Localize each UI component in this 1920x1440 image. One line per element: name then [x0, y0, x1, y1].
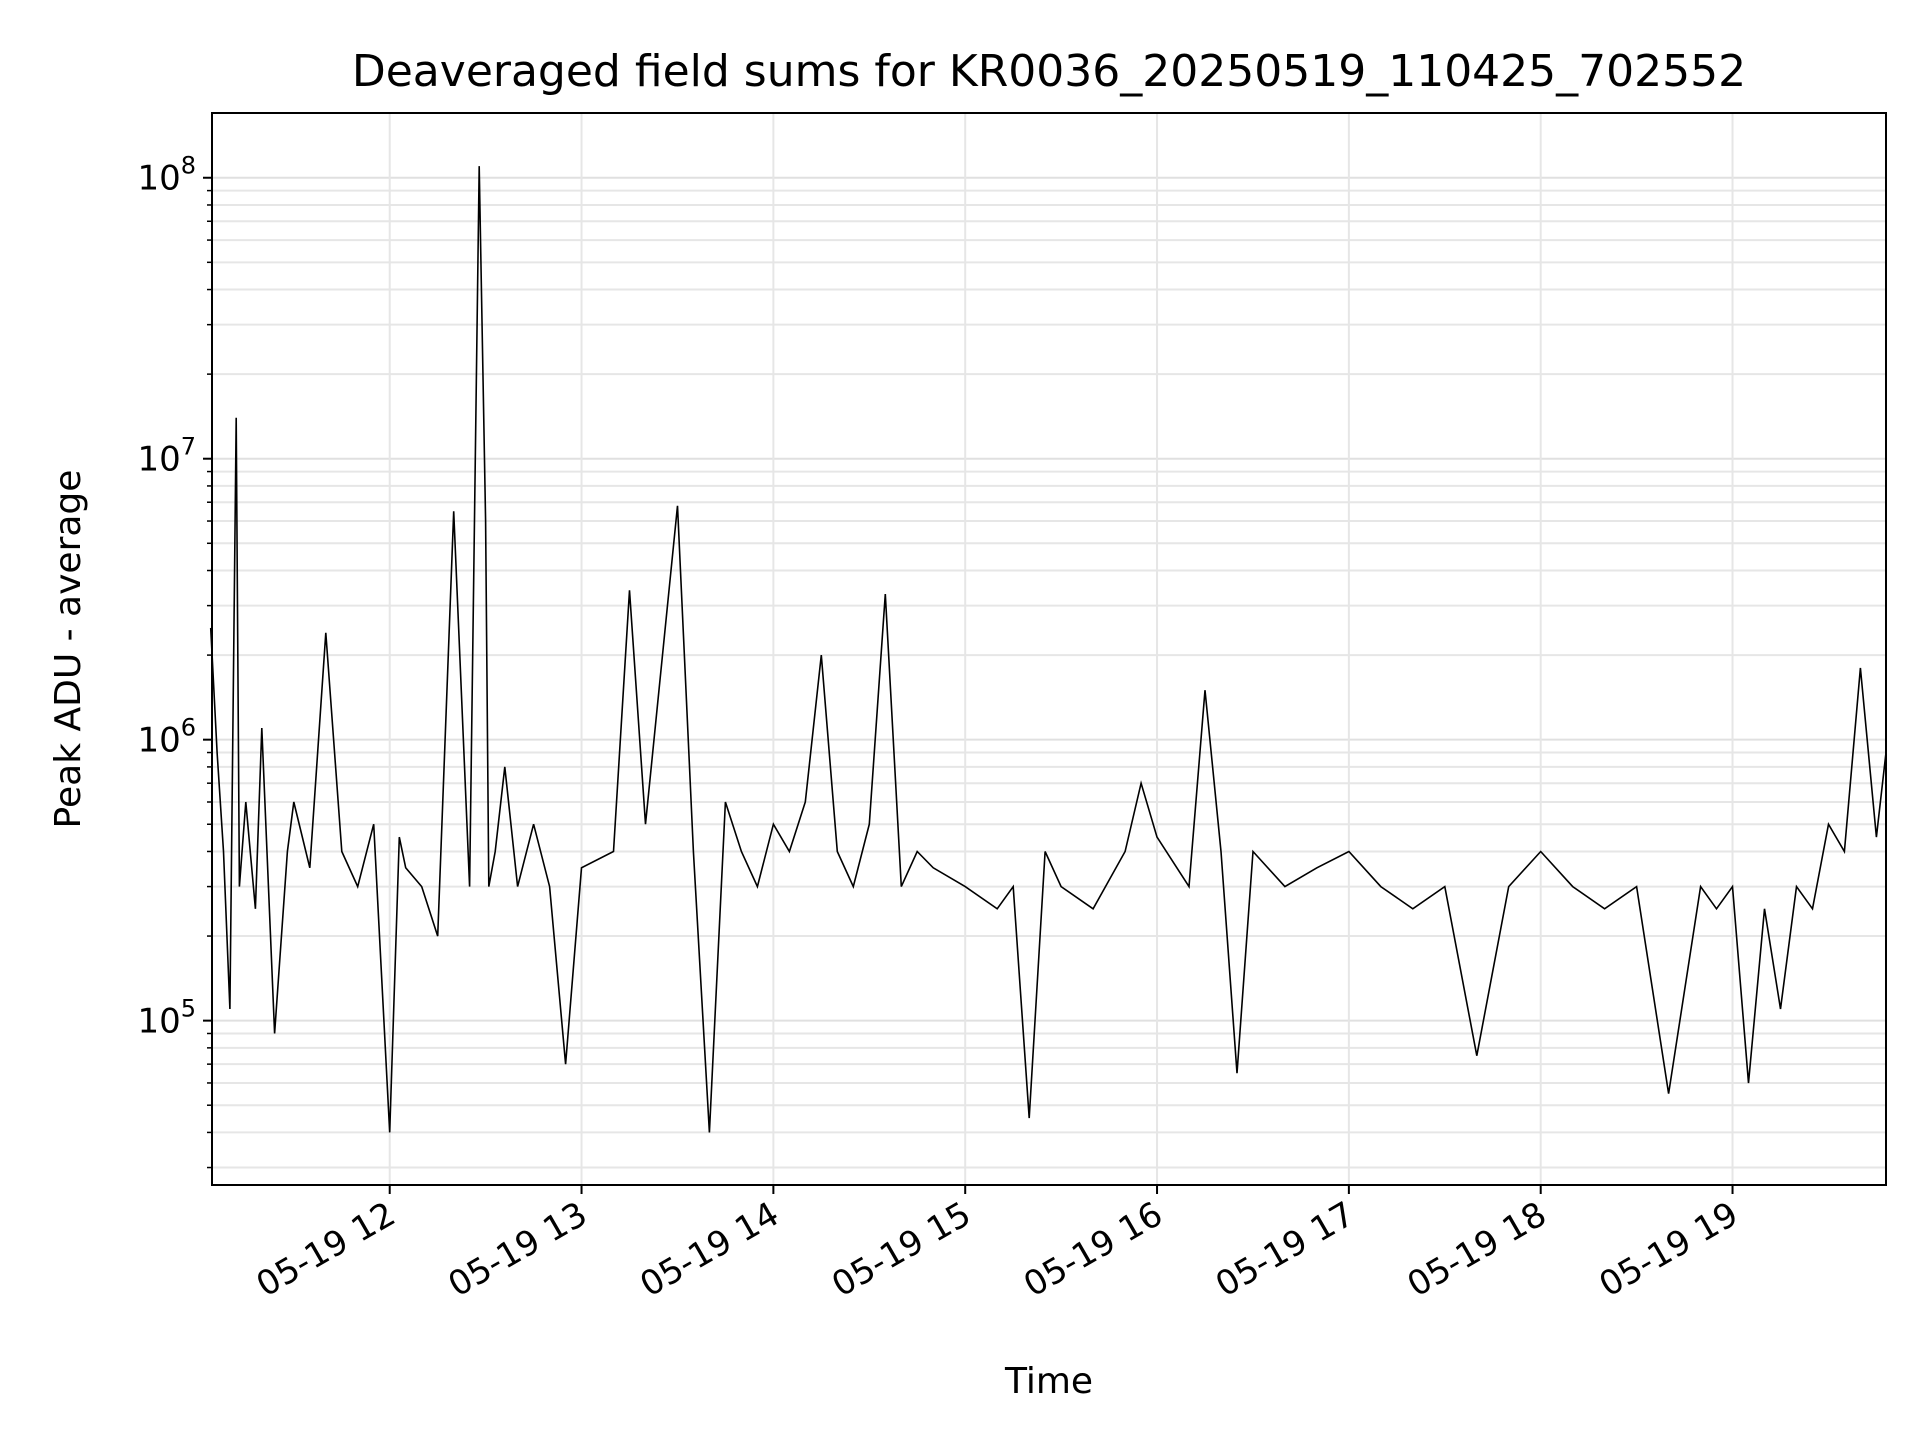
x-tick-label: 05-19 13: [442, 1194, 594, 1305]
x-tick-label: 05-19 16: [1017, 1194, 1169, 1305]
series-layer: [209, 166, 1887, 1133]
x-tick-label: 05-19 15: [825, 1194, 977, 1305]
x-axis-label: Time: [1004, 1361, 1093, 1402]
y-tick-label: 105: [137, 995, 196, 1042]
plot-frame: [211, 112, 1887, 1186]
y-axis-label: Peak ADU - average: [48, 470, 89, 829]
x-tick-label: 05-19 17: [1209, 1194, 1361, 1305]
chart-title: Deaveraged field sums for KR0036_2025051…: [352, 46, 1746, 97]
x-tick-label: 05-19 14: [633, 1194, 785, 1305]
x-tick-label: 05-19 19: [1593, 1194, 1745, 1305]
x-tick-label: 05-19 12: [250, 1194, 402, 1305]
y-tick-label: 108: [137, 152, 196, 199]
y-tick-label: 107: [137, 433, 196, 480]
x-tick-label: 05-19 18: [1401, 1194, 1553, 1305]
series-line: [209, 166, 1887, 1133]
y-tick-label: 106: [137, 714, 196, 761]
grid: [212, 113, 1886, 1185]
